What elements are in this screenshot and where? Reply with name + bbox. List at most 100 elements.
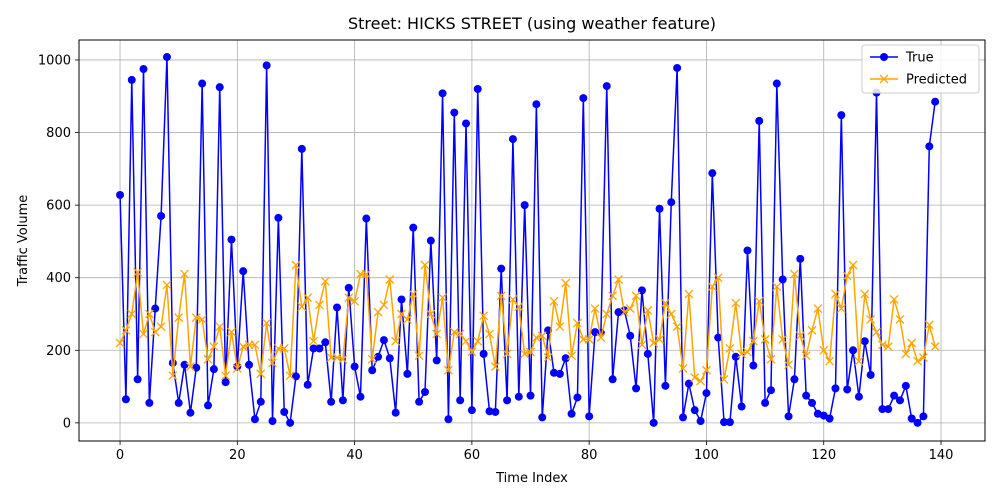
- data-point-predicted: [567, 351, 577, 361]
- data-point-true: [127, 75, 136, 84]
- data-point-predicted: [449, 327, 459, 337]
- data-point-predicted: [479, 311, 489, 321]
- data-point-predicted: [531, 333, 541, 343]
- data-point-predicted: [185, 362, 195, 372]
- data-point-true: [778, 275, 787, 284]
- data-point-predicted: [895, 314, 905, 324]
- y-tick-label: 1000: [38, 53, 71, 68]
- y-tick-label: 800: [46, 126, 71, 141]
- data-point-predicted: [696, 376, 706, 386]
- data-point-true: [749, 361, 758, 370]
- axis-ticks: 0 20 40 60 80 100 120 140 0 200 400 600 800 1000: [38, 53, 954, 463]
- data-point-true: [649, 418, 658, 427]
- data-point-predicted: [549, 296, 559, 306]
- legend: True Predicted: [861, 44, 980, 94]
- data-point-predicted: [543, 353, 553, 362]
- data-point-predicted: [461, 336, 471, 346]
- data-point-true: [262, 61, 271, 70]
- data-point-predicted: [496, 291, 506, 301]
- data-point-true: [766, 386, 775, 395]
- x-tick-label: 80: [581, 448, 598, 463]
- data-point-predicted: [883, 342, 893, 352]
- data-point-true: [162, 53, 171, 62]
- data-point-true: [497, 264, 506, 273]
- data-point-predicted: [443, 365, 453, 375]
- data-point-predicted: [825, 356, 835, 366]
- data-point-predicted: [784, 360, 794, 370]
- data-point-predicted: [455, 329, 465, 339]
- data-point-true: [784, 412, 793, 421]
- data-point-predicted: [854, 356, 864, 366]
- data-point-true: [626, 331, 635, 340]
- series-line-true: [119, 56, 936, 424]
- data-point-predicted: [314, 300, 324, 310]
- data-point-true: [837, 111, 846, 120]
- data-point-predicted: [590, 304, 600, 314]
- data-point-true: [526, 391, 535, 400]
- data-point-predicted: [473, 336, 483, 346]
- data-point-true: [291, 372, 300, 381]
- legend-label-true: True: [905, 51, 934, 66]
- data-point-true: [831, 384, 840, 393]
- data-point-predicted: [174, 313, 184, 323]
- series-line-predicted: [119, 264, 936, 382]
- data-point-predicted: [924, 320, 934, 330]
- data-point-predicted: [385, 275, 395, 284]
- data-point-true: [450, 108, 459, 117]
- data-point-predicted: [127, 309, 137, 319]
- data-point-true: [696, 417, 705, 426]
- data-point-true: [503, 396, 512, 405]
- x-tick-label: 100: [694, 448, 719, 463]
- data-point-true: [895, 396, 904, 405]
- data-point-true: [133, 375, 142, 384]
- data-point-predicted: [367, 354, 377, 364]
- data-point-predicted: [666, 309, 676, 319]
- data-point-predicted: [256, 369, 266, 379]
- data-point-true: [608, 375, 617, 384]
- data-point-predicted: [701, 365, 711, 375]
- data-point-predicted: [561, 278, 571, 288]
- legend-marker-true: [880, 53, 888, 61]
- data-point-true: [491, 407, 500, 416]
- data-point-predicted: [350, 296, 360, 306]
- data-point-predicted: [144, 309, 154, 319]
- data-point-predicted: [872, 327, 881, 337]
- data-point-true: [204, 401, 213, 410]
- x-tick-label: 20: [229, 448, 246, 463]
- data-point-predicted: [813, 304, 823, 314]
- data-point-true: [362, 214, 371, 223]
- data-point-true: [344, 283, 353, 292]
- data-point-true: [890, 391, 899, 400]
- data-point-true: [808, 398, 817, 407]
- data-point-true: [409, 223, 418, 232]
- data-point-true: [116, 190, 125, 199]
- data-point-predicted: [197, 314, 207, 324]
- data-point-true: [585, 412, 594, 421]
- data-point-true: [843, 385, 852, 394]
- data-point-predicted: [133, 267, 143, 277]
- data-point-predicted: [438, 293, 448, 303]
- data-point-predicted: [760, 334, 770, 344]
- data-point-true: [274, 213, 283, 222]
- data-point-predicted: [162, 280, 172, 290]
- data-point-true: [315, 344, 324, 353]
- data-point-predicted: [490, 362, 500, 372]
- x-tick-label: 120: [811, 448, 836, 463]
- data-point-true: [679, 413, 687, 422]
- data-point-true: [901, 381, 910, 390]
- data-point-true: [567, 409, 576, 418]
- data-point-predicted: [819, 345, 829, 355]
- data-point-true: [209, 365, 218, 374]
- data-point-true: [919, 412, 928, 421]
- data-point-predicted: [707, 282, 717, 292]
- data-point-true: [573, 393, 582, 402]
- data-point-true: [555, 369, 564, 378]
- data-point-true: [579, 94, 588, 103]
- data-point-true: [684, 379, 693, 388]
- data-point-true: [884, 405, 893, 414]
- data-point-predicted: [373, 307, 383, 317]
- data-point-predicted: [678, 363, 688, 373]
- data-point-predicted: [643, 305, 653, 315]
- data-point-predicted: [877, 340, 887, 350]
- data-point-true: [561, 354, 570, 363]
